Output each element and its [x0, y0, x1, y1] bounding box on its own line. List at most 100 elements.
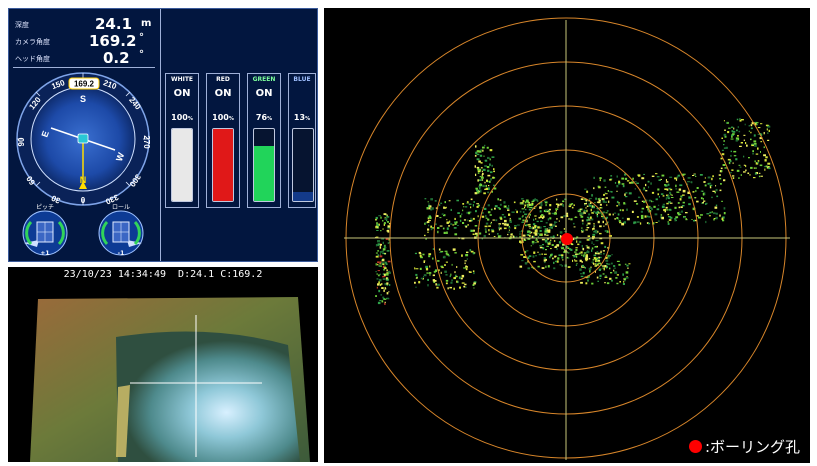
sonar-echo-speck — [527, 260, 529, 263]
sonar-echo-speck — [375, 216, 378, 220]
sonar-echo-speck — [584, 198, 586, 201]
sonar-echo-speck — [575, 264, 578, 266]
sonar-echo-speck — [383, 289, 385, 292]
sonar-echo-speck — [388, 291, 390, 293]
sonar-echo-speck — [584, 258, 588, 260]
sonar-echo-speck — [487, 169, 490, 172]
sonar-echo-speck — [442, 227, 445, 230]
sonar-echo-speck — [533, 207, 536, 209]
sonar-echo-speck — [482, 146, 485, 149]
sonar-echo-speck — [730, 138, 734, 140]
sonar-echo-speck — [432, 279, 435, 282]
sonar-echo-speck — [695, 189, 697, 193]
sonar-echo-speck — [450, 223, 453, 225]
sonar-echo-speck — [580, 198, 584, 200]
sonar-echo-speck — [548, 210, 550, 212]
sonar-echo-speck — [378, 215, 381, 217]
light-blue-level-bar[interactable] — [292, 128, 314, 202]
sonar-echo-speck — [508, 213, 511, 216]
sonar-echo-speck — [507, 209, 510, 211]
sonar-echo-speck — [531, 266, 533, 268]
sonar-echo-speck — [732, 162, 734, 164]
sonar-echo-speck — [581, 265, 583, 268]
sonar-echo-speck — [424, 198, 427, 200]
sonar-echo-speck — [599, 232, 602, 235]
sonar-echo-speck — [591, 238, 595, 240]
sonar-echo-speck — [596, 251, 599, 254]
sonar-echo-speck — [757, 133, 761, 135]
sonar-echo-speck — [603, 179, 606, 182]
sonar-echo-speck — [574, 260, 578, 262]
sonar-echo-speck — [763, 146, 765, 149]
sonar-echo-speck — [668, 187, 671, 190]
sonar-echo-speck — [488, 225, 491, 227]
sonar-echo-speck — [720, 167, 723, 170]
sonar-echo-speck — [440, 202, 443, 204]
sonar-echo-speck — [576, 263, 578, 265]
sonar-echo-speck — [619, 209, 622, 212]
sonar-echo-speck — [482, 184, 485, 188]
sonar-echo-speck — [426, 207, 429, 210]
sonar-echo-speck — [553, 240, 556, 242]
light-white-level-bar[interactable] — [171, 128, 193, 202]
sonar-echo-speck — [487, 174, 491, 177]
sonar-echo-speck — [593, 257, 596, 260]
sonar-echo-speck — [449, 286, 452, 289]
sonar-echo-speck — [604, 282, 606, 284]
sonar-echo-speck — [476, 158, 480, 161]
sonar-echo-speck — [537, 226, 540, 229]
sonar-echo-speck — [544, 230, 547, 233]
sonar-echo-speck — [628, 263, 631, 265]
sonar-echo-speck — [705, 220, 707, 224]
sonar-echo-speck — [429, 205, 432, 208]
sonar-echo-speck — [585, 229, 588, 231]
sonar-echo-speck — [738, 164, 741, 166]
sonar-echo-speck — [435, 215, 439, 217]
sonar-echo-speck — [599, 256, 602, 259]
light-green-level-fill — [254, 146, 274, 201]
sonar-echo-speck — [588, 203, 591, 205]
sonar-echo-speck — [425, 265, 428, 269]
sonar-echo-speck — [504, 219, 507, 223]
sonar-echo-speck — [454, 271, 456, 274]
light-green-level-bar[interactable] — [253, 128, 275, 202]
sonar-echo-speck — [524, 250, 527, 254]
sonar-echo-speck — [466, 211, 468, 214]
sonar-echo-speck — [618, 220, 621, 222]
sonar-echo-speck — [500, 234, 502, 238]
sonar-echo-speck — [591, 247, 594, 250]
sonar-echo-speck — [428, 224, 430, 227]
sonar-echo-speck — [461, 213, 463, 215]
sonar-echo-speck — [579, 268, 582, 271]
sonar-echo-speck — [738, 177, 740, 179]
sonar-echo-speck — [723, 147, 727, 149]
sonar-echo-speck — [691, 219, 693, 220]
sonar-echo-speck — [526, 250, 529, 252]
sonar-echo-speck — [700, 214, 703, 216]
sonar-echo-speck — [506, 207, 510, 209]
sonar-echo-speck — [435, 223, 437, 226]
sonar-echo-speck — [475, 232, 478, 235]
sonar-echo-speck — [650, 182, 652, 185]
sonar-echo-speck — [493, 236, 496, 237]
sonar-echo-speck — [383, 213, 387, 215]
sonar-echo-speck — [596, 207, 599, 209]
sonar-echo-speck — [529, 214, 531, 216]
sonar-echo-speck — [582, 271, 585, 275]
sonar-echo-speck — [595, 270, 596, 273]
sonar-echo-speck — [438, 269, 440, 272]
light-red-level-bar[interactable] — [212, 128, 234, 202]
sonar-echo-speck — [682, 201, 685, 204]
sonar-echo-speck — [545, 258, 547, 261]
sonar-echo-speck — [509, 217, 511, 220]
sonar-echo-speck — [550, 248, 552, 250]
sonar-echo-speck — [681, 205, 685, 207]
sonar-echo-speck — [667, 213, 670, 216]
light-white-state: ON — [173, 88, 191, 99]
sonar-echo-speck — [619, 221, 622, 224]
sonar-echo-speck — [735, 158, 738, 161]
sonar-echo-speck — [462, 209, 464, 212]
sonar-echo-speck — [384, 265, 386, 269]
sonar-echo-speck — [543, 253, 547, 255]
sonar-echo-speck — [478, 185, 482, 188]
